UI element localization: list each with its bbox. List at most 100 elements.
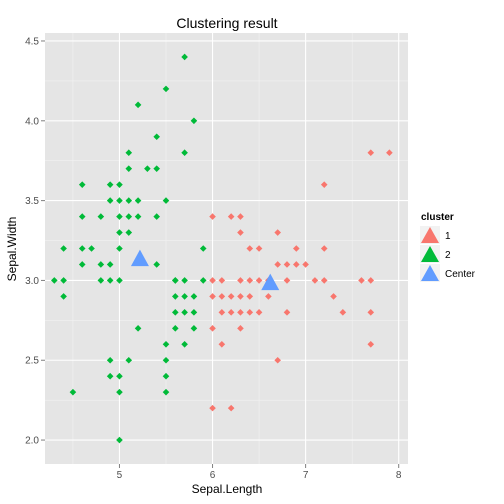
y-tick-label: 4.0 <box>25 116 39 127</box>
cluster-2-point <box>199 277 207 284</box>
cluster-1-point <box>320 245 328 252</box>
cluster-2-point <box>116 213 123 220</box>
cluster-2-point <box>162 340 170 348</box>
cluster-1-point <box>274 261 281 268</box>
cluster-2-point <box>190 309 198 316</box>
cluster-1-point <box>227 309 235 316</box>
cluster-2-point <box>153 261 160 268</box>
cluster-1-point <box>311 277 319 284</box>
cluster-2-point <box>162 372 170 380</box>
cluster-2-point <box>97 261 105 268</box>
cluster-2-point <box>134 325 142 332</box>
cluster-2-point <box>190 293 198 300</box>
cluster-2-point <box>116 436 123 444</box>
cluster-2-point <box>125 197 133 204</box>
chart-title: Clustering result <box>176 15 277 31</box>
cluster-1-point <box>237 293 244 300</box>
cluster-2-point <box>116 388 123 396</box>
cluster-1-point <box>358 277 365 284</box>
cluster-2-point <box>106 181 114 188</box>
cluster-2-point <box>162 356 170 364</box>
legend-label-1: 1 <box>445 231 451 242</box>
cluster-1-point <box>209 277 216 284</box>
cluster-2-point <box>78 261 86 268</box>
cluster-2-point <box>106 197 114 204</box>
cluster-2-point <box>181 293 188 300</box>
cluster-1-point <box>255 309 263 316</box>
cluster-1-point <box>265 293 272 300</box>
cluster-1-point <box>274 356 281 364</box>
cluster-1-point <box>246 309 254 316</box>
legend: cluster 1 2 Center <box>420 212 476 282</box>
cluster-1-point <box>339 309 347 316</box>
cluster-1-point <box>237 309 244 316</box>
cluster-2-point <box>162 388 170 396</box>
cluster-1-point <box>237 213 244 220</box>
cluster-2-point <box>172 309 179 316</box>
cluster-1-point <box>209 213 216 220</box>
cluster-2-point <box>116 197 123 204</box>
cluster-2-point <box>88 245 95 252</box>
cluster-2-point <box>181 277 188 284</box>
y-axis-title: Sepal.Width <box>5 217 19 282</box>
x-axis-title: Sepal.Length <box>192 482 263 496</box>
cluster-2-point <box>153 165 160 172</box>
cluster-2-point <box>162 85 170 93</box>
cluster-1-point <box>218 340 226 348</box>
cluster-2-point <box>134 213 142 220</box>
cluster-2-point <box>125 229 133 236</box>
cluster-1-point <box>227 293 235 300</box>
cluster-2-point <box>125 213 133 220</box>
cluster-2-point <box>97 213 105 220</box>
cluster-1-point <box>283 261 291 268</box>
cluster-2-point <box>181 340 188 348</box>
cluster-2-point <box>172 277 179 284</box>
cluster-2-point <box>199 245 207 252</box>
cluster-2-point <box>190 325 198 332</box>
cluster-1-point <box>302 261 309 268</box>
cluster-1-point <box>367 340 375 348</box>
cluster-2-point <box>78 213 86 220</box>
cluster-1-point <box>227 404 235 412</box>
cluster-2-point <box>162 197 170 204</box>
cluster-1-point <box>283 309 291 316</box>
cluster-2-point <box>78 245 86 252</box>
y-axis-ticks: 2.0 2.5 3.0 3.5 4.0 4.5 <box>25 36 45 447</box>
cluster-1-point <box>237 325 244 332</box>
cluster-2-point <box>69 388 77 396</box>
cluster-2-point <box>153 213 160 220</box>
cluster-1-point <box>330 293 337 300</box>
cluster-center-point <box>130 249 149 267</box>
cluster-1-point <box>227 213 235 220</box>
cluster-1-point <box>283 277 291 284</box>
cluster-1-point <box>246 293 254 300</box>
cluster-2-point <box>97 277 105 284</box>
cluster-1-point <box>218 277 226 284</box>
cluster-2-point <box>172 325 179 332</box>
cluster-2-point <box>134 101 142 109</box>
minor-gridlines <box>45 33 408 464</box>
cluster-2-point <box>78 181 86 188</box>
x-tick-label: 5 <box>117 470 123 481</box>
legend-triangle-center <box>421 265 439 281</box>
y-tick-label: 4.5 <box>25 36 39 47</box>
cluster-2-point <box>125 165 133 172</box>
cluster-2-point <box>144 165 151 172</box>
cluster-1-point <box>367 277 375 284</box>
cluster-1-point <box>218 293 226 300</box>
cluster-2-point <box>116 277 123 284</box>
cluster-2-point <box>125 356 133 364</box>
cluster-1-point <box>255 245 263 252</box>
cluster-2-point <box>60 293 67 300</box>
cluster-2-point <box>51 277 58 284</box>
cluster-1-point <box>320 181 328 188</box>
x-tick-label: 6 <box>210 470 216 481</box>
legend-label-center: Center <box>445 269 476 280</box>
cluster-1-point <box>237 277 244 284</box>
cluster-2-point <box>153 133 160 141</box>
data-points <box>51 53 393 444</box>
cluster-2-point <box>116 181 123 188</box>
cluster-2-point <box>181 53 188 61</box>
cluster-2-point <box>190 117 198 125</box>
